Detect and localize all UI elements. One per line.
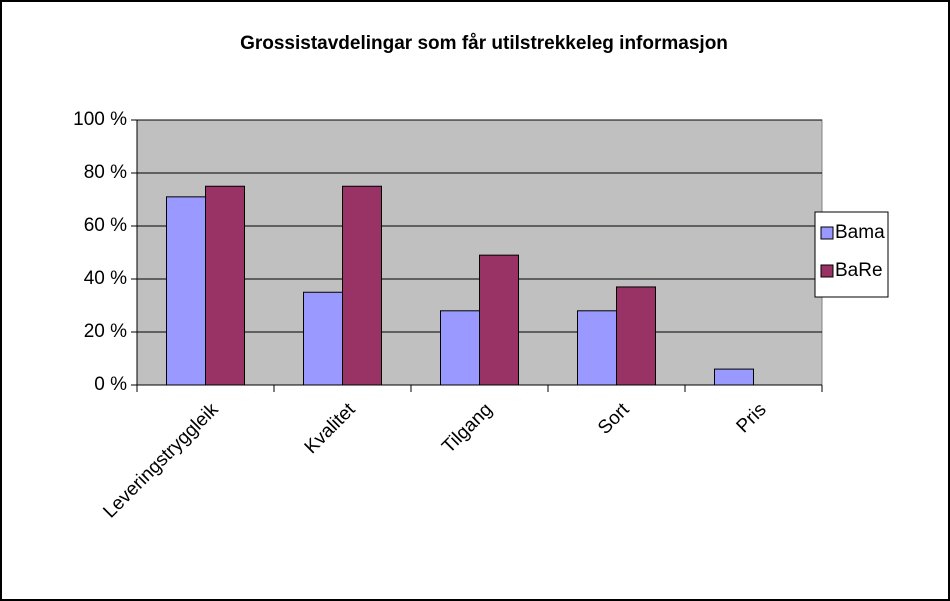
y-tick-label: 100 % — [73, 109, 127, 130]
y-tick-label: 20 % — [84, 321, 127, 342]
bar — [577, 310, 617, 386]
bar — [440, 310, 480, 386]
bar — [616, 286, 656, 386]
y-tick-label: 60 % — [84, 215, 127, 236]
bar — [479, 254, 519, 386]
y-tick-label: 80 % — [84, 162, 127, 183]
chart-title: Grossistavdelingar som får utilstrekkele… — [240, 33, 728, 54]
y-tick-label: 0 % — [94, 374, 127, 395]
legend-label: Bama — [835, 222, 885, 243]
legend-swatch — [820, 264, 834, 278]
bar — [714, 368, 754, 386]
y-tick-label: 40 % — [84, 268, 127, 289]
legend-swatch — [820, 226, 834, 240]
bar — [342, 185, 382, 386]
bar — [205, 185, 245, 386]
bar — [166, 196, 206, 386]
legend-box — [814, 211, 889, 298]
legend-label: BaRe — [835, 260, 883, 281]
bar — [303, 291, 343, 386]
